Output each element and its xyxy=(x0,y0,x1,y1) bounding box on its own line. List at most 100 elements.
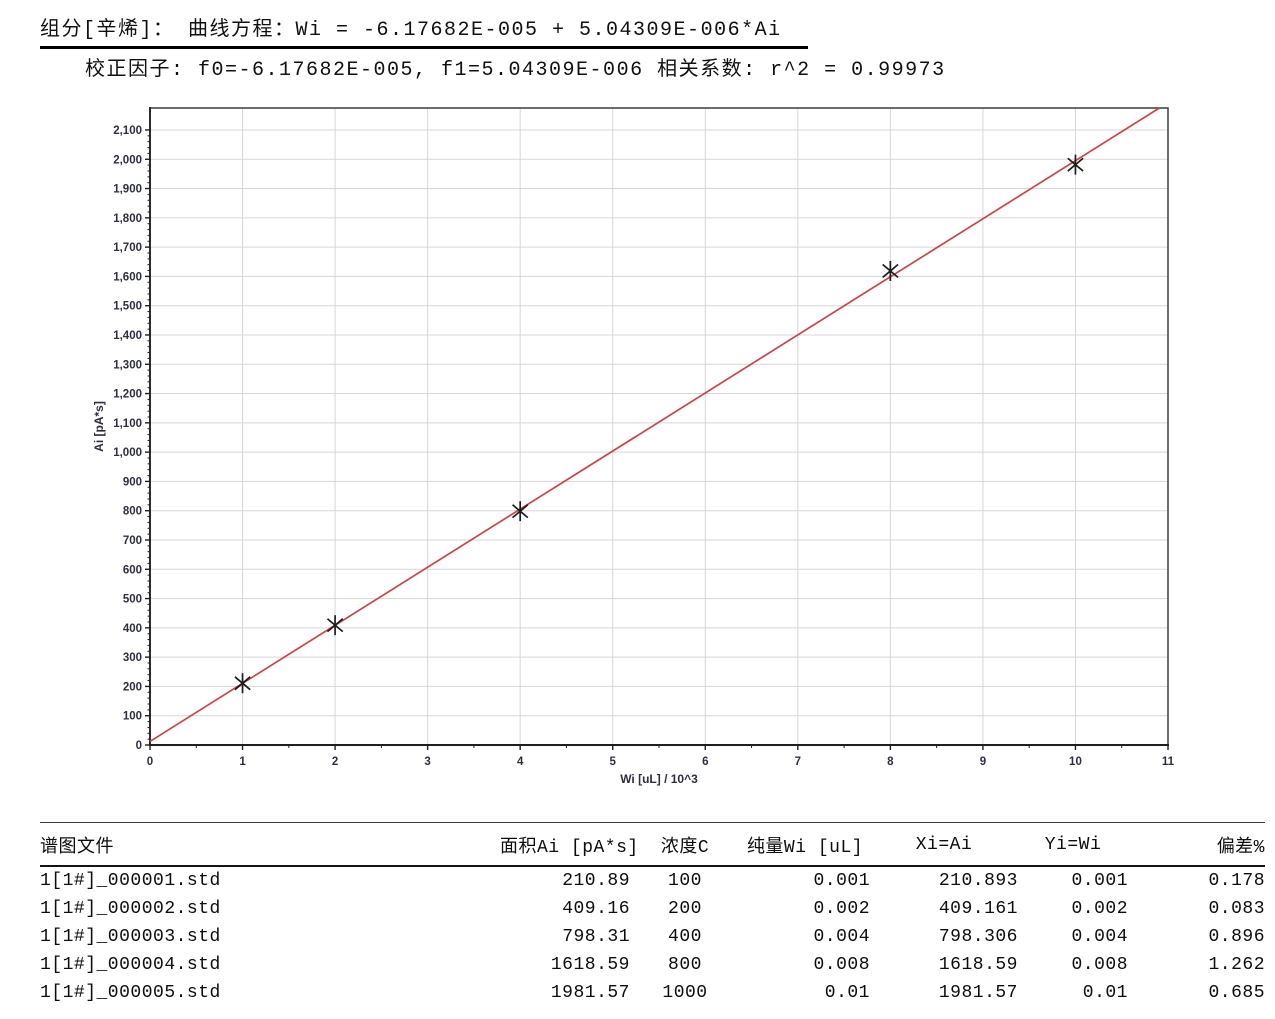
y-tick-label: 900 xyxy=(123,476,142,488)
data-point-marker xyxy=(234,673,251,694)
value-cell: 1981.57 xyxy=(550,983,630,1003)
marker-stroke xyxy=(1067,157,1084,172)
value-cell: 0.01 xyxy=(824,983,870,1003)
chart-canvas: 0 1 2 3 4 5 6 7 8 9 10 11 0 100 200 300 400 500 600 700 800 9… xyxy=(92,107,1175,786)
y-tick-label: 400 xyxy=(123,623,142,635)
table-row: 1[1#]_000005.std 1981.57 1000 0.01 1981.57 0.… xyxy=(40,979,1265,1007)
data-point-marker xyxy=(1067,154,1084,175)
x-tick-label: 1 xyxy=(239,756,246,768)
value-cell: 1618.59 xyxy=(550,955,630,975)
plot-frame xyxy=(149,107,1169,746)
value-cell: 100 xyxy=(668,871,702,891)
y-tick-label: 1,400 xyxy=(113,330,142,342)
marker-stroke xyxy=(326,618,344,633)
x-axis-title: Wi [uL] / 10^3 xyxy=(620,772,698,786)
x-tick-label: 11 xyxy=(1162,756,1175,768)
x-tick-label: 7 xyxy=(795,756,801,768)
y-tick-label: 1,600 xyxy=(113,271,142,283)
y-tick-label: 2,000 xyxy=(113,154,142,166)
y-tick-label: 600 xyxy=(123,564,142,576)
data-point-marker xyxy=(511,501,529,522)
table-row: 1[1#]_000002.std 409.16 200 0.002 409.161 0.0… xyxy=(40,895,1265,923)
equation-text: 组分[辛烯]： 曲线方程：Wi = -6.17682E-005 + 5.0430… xyxy=(40,12,808,49)
y-tick-label: 1,900 xyxy=(113,184,142,196)
y-tick-label: 1,000 xyxy=(113,447,142,459)
y-tick-label: 0 xyxy=(136,740,142,752)
value-cell: 409.161 xyxy=(938,899,1018,919)
calibration-chart: 0 1 2 3 4 5 6 7 8 9 10 11 0 100 200 300 400 500 600 700 800 9… xyxy=(92,107,1175,786)
table-row: 1[1#]_000003.std 798.31 400 0.004 798.306 0.0… xyxy=(40,923,1265,951)
marker-stroke xyxy=(511,504,529,519)
value-cell: 0.01 xyxy=(1082,983,1128,1003)
value-cell: 0.001 xyxy=(813,871,870,891)
value-cell: 798.306 xyxy=(938,927,1018,947)
correction-factor-line: 校正因子: f0=-6.17682E-005, f1=5.04309E-006 … xyxy=(85,59,946,82)
y-tick-label: 1,500 xyxy=(113,301,142,313)
table-row: 1[1#]_000004.std 1618.59 800 0.008 1618.59 0.… xyxy=(40,951,1265,979)
spectrum-file-cell: 1[1#]_000004.std xyxy=(40,955,221,975)
y-tick-label: 1,200 xyxy=(113,389,142,401)
value-cell: 0.083 xyxy=(1208,899,1265,919)
y-tick-label: 200 xyxy=(123,681,142,693)
data-point-marker xyxy=(326,615,344,636)
value-cell: 0.008 xyxy=(813,955,870,975)
x-tick-label: 6 xyxy=(702,756,708,768)
value-cell: 200 xyxy=(668,899,702,919)
value-cell: 0.004 xyxy=(1071,927,1128,947)
value-cell: 800 xyxy=(668,955,702,975)
value-cell: 210.893 xyxy=(938,871,1018,891)
spectrum-file-cell: 1[1#]_000003.std xyxy=(40,927,221,947)
value-cell: 0.001 xyxy=(1071,871,1128,891)
y-tick-label: 800 xyxy=(123,506,142,518)
y-tick-label: 100 xyxy=(123,711,142,723)
y-tick-label: 500 xyxy=(123,594,142,606)
y-tick-label: 1,100 xyxy=(113,418,142,430)
y-tick-label: 1,700 xyxy=(113,242,142,254)
value-cell: 0.002 xyxy=(813,899,870,919)
column-header: Xi=Ai xyxy=(870,822,1018,867)
value-cell: 0.002 xyxy=(1071,899,1128,919)
column-header: 面积Ai [pA*s] xyxy=(500,822,638,867)
x-tick-label: 2 xyxy=(332,756,338,768)
value-cell: 0.685 xyxy=(1208,983,1265,1003)
x-tick-label: 8 xyxy=(887,756,894,768)
value-cell: 798.31 xyxy=(562,927,630,947)
y-tick-label: 700 xyxy=(123,535,142,547)
value-cell: 0.004 xyxy=(813,927,870,947)
column-header: 纯量Wi [uL] xyxy=(740,822,870,867)
calibration-table: 谱图文件 面积Ai [pA*s] 浓度C 纯量Wi [uL] Xi=Ai Yi=Wi 偏差%… xyxy=(40,822,1265,1007)
y-tick-label: 300 xyxy=(123,652,142,664)
value-cell: 0.178 xyxy=(1208,871,1265,891)
x-tick-label: 5 xyxy=(610,756,617,768)
spectrum-file-cell: 1[1#]_000002.std xyxy=(40,899,221,919)
value-cell: 1000 xyxy=(662,983,708,1003)
marker-stroke xyxy=(234,676,251,691)
y-tick-label: 1,300 xyxy=(113,359,142,371)
value-cell: 1.262 xyxy=(1208,955,1265,975)
value-cell: 409.16 xyxy=(562,899,630,919)
column-header: 浓度C xyxy=(630,822,740,867)
marker-stroke xyxy=(882,263,899,279)
data-point-marker xyxy=(882,260,899,281)
x-tick-label: 4 xyxy=(517,756,524,768)
column-header: 谱图文件 xyxy=(40,822,500,867)
value-cell: 0.896 xyxy=(1208,927,1265,947)
y-tick-label: 1,800 xyxy=(113,213,142,225)
value-cell: 400 xyxy=(668,927,702,947)
table-row: 1[1#]_000001.std 210.89 100 0.001 210.893 0.0… xyxy=(40,866,1265,895)
spectrum-file-cell: 1[1#]_000005.std xyxy=(40,983,221,1003)
value-cell: 210.89 xyxy=(562,871,630,891)
value-cell: 1981.57 xyxy=(938,983,1018,1003)
regression-line xyxy=(149,107,1160,743)
x-tick-label: 3 xyxy=(424,756,430,768)
x-tick-label: 10 xyxy=(1069,756,1082,768)
y-axis-title: Ai [pA*s] xyxy=(92,401,106,452)
value-cell: 1618.59 xyxy=(938,955,1018,975)
value-cell: 0.008 xyxy=(1071,955,1128,975)
x-tick-label: 0 xyxy=(147,756,153,768)
column-header: Yi=Wi xyxy=(1018,822,1128,867)
component-equation-line: 组分[辛烯]： 曲线方程：Wi = -6.17682E-005 + 5.0430… xyxy=(40,12,808,49)
spectrum-file-cell: 1[1#]_000001.std xyxy=(40,871,221,891)
table-header: 谱图文件 面积Ai [pA*s] 浓度C 纯量Wi [uL] Xi=Ai Yi=Wi 偏差% xyxy=(40,822,1265,867)
